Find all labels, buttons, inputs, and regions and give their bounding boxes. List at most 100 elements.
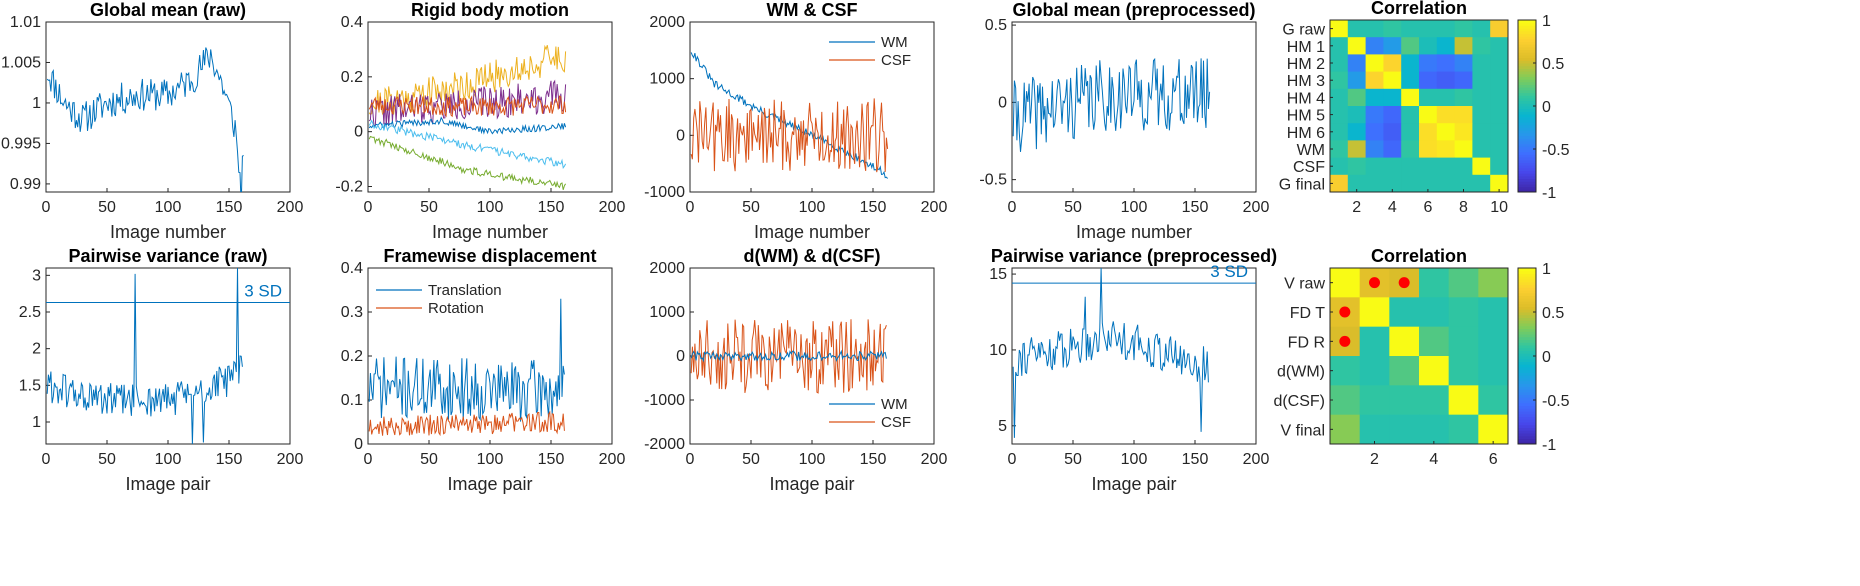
axes-box xyxy=(1329,19,1509,193)
y-tick-label: 15 xyxy=(989,266,1007,283)
panel-p4: Global mean (preprocessed) 0 50 100 150 200 -0… xyxy=(979,0,1269,242)
heatmap-cell xyxy=(1478,356,1509,386)
colorbar-segment xyxy=(1518,350,1536,354)
colorbar-segment xyxy=(1518,386,1536,390)
colorbar-segment xyxy=(1518,375,1536,379)
heatmap-cell xyxy=(1454,106,1473,124)
y-tick-label: 1.5 xyxy=(19,377,41,394)
colorbar-label: 0 xyxy=(1542,349,1551,366)
series-line-3 xyxy=(368,116,567,135)
x-tick-label: 100 xyxy=(1121,451,1148,468)
x-axis-label: Image number xyxy=(432,222,548,242)
heatmap-cell xyxy=(1419,297,1450,328)
colorbar-segment xyxy=(1518,89,1536,94)
y-tick-label: WM xyxy=(1297,142,1325,159)
colorbar-segment xyxy=(1518,97,1536,102)
y-tick-label: HM 6 xyxy=(1287,125,1325,142)
x-axis-label: Image pair xyxy=(125,474,210,494)
colorbar-segment xyxy=(1518,378,1536,382)
heatmap-cell xyxy=(1490,71,1509,90)
x-tick-label: 2 xyxy=(1352,199,1361,216)
colorbar-segment xyxy=(1518,41,1536,45)
colorbar-label: 0 xyxy=(1542,99,1551,116)
heatmap-cell xyxy=(1478,326,1509,357)
heatmap-cell xyxy=(1383,174,1402,193)
colorbar-segment xyxy=(1518,68,1536,72)
colorbar-segment xyxy=(1518,186,1536,190)
x-axis-label: Image number xyxy=(110,222,226,242)
y-tick-label: 1000 xyxy=(649,304,685,321)
series-line-csf xyxy=(690,319,887,394)
heatmap-cell xyxy=(1448,414,1479,445)
colorbar-segment xyxy=(1518,422,1536,426)
y-tick-label: 0.1 xyxy=(341,392,363,409)
heatmap-cell xyxy=(1347,54,1366,72)
heatmap-cell xyxy=(1472,157,1491,176)
x-tick-label: 200 xyxy=(921,199,948,216)
heatmap-cell xyxy=(1478,297,1509,328)
colorbar-label: -0.5 xyxy=(1542,142,1570,159)
x-tick-label: 0 xyxy=(1008,451,1017,468)
heatmap-cell xyxy=(1419,356,1450,386)
x-tick-label: 200 xyxy=(599,199,626,216)
heatmap-cell xyxy=(1401,37,1420,55)
heatmap-cell xyxy=(1454,88,1473,107)
x-axis-label: Image pair xyxy=(1091,474,1176,494)
x-tick-label: 50 xyxy=(742,451,760,468)
colorbar-label: 0.5 xyxy=(1542,305,1564,322)
heatmap-cell xyxy=(1454,37,1473,55)
colorbar-segment xyxy=(1518,135,1536,139)
colorbar-segment xyxy=(1518,81,1536,85)
panel-p1: Global mean (raw) 0 50 100 150 200 0.99 0.995 1 1… xyxy=(1,0,303,242)
heatmap-cell xyxy=(1448,297,1479,328)
colorbar-label: 1 xyxy=(1542,13,1551,30)
colorbar-segment xyxy=(1518,270,1536,274)
colorbar-segment xyxy=(1518,84,1536,88)
x-axis-label: Image pair xyxy=(447,474,532,494)
legend-label: CSF xyxy=(881,52,911,69)
x-tick-label: 50 xyxy=(420,199,438,216)
colorbar-segment xyxy=(1518,441,1536,445)
heatmap-cell xyxy=(1330,37,1349,55)
series-line-translation xyxy=(368,298,565,422)
heatmap-cell xyxy=(1472,174,1491,193)
heatmap-cell xyxy=(1347,20,1366,38)
colorbar-segment xyxy=(1518,167,1536,171)
heatmap-cell xyxy=(1330,54,1349,72)
x-tick-label: 100 xyxy=(1121,199,1148,216)
x-tick-label: 0 xyxy=(1008,199,1017,216)
colorbar-segment xyxy=(1518,151,1536,155)
heatmap-cell xyxy=(1454,157,1473,176)
colorbar-segment xyxy=(1518,408,1536,412)
plot-area xyxy=(368,44,567,190)
heatmap-cell xyxy=(1419,37,1438,55)
colorbar-segment xyxy=(1518,325,1536,329)
colorbar-segment xyxy=(1518,369,1536,373)
colorbar-segment xyxy=(1518,314,1536,318)
heatmap-cell xyxy=(1448,268,1479,298)
significance-marker xyxy=(1369,277,1380,289)
heatmap-cell xyxy=(1330,174,1349,193)
colorbar-segment xyxy=(1518,111,1536,115)
y-tick-label: 2 xyxy=(32,341,41,358)
colorbar-segment xyxy=(1518,303,1536,307)
colorbar-segment xyxy=(1518,157,1536,161)
colorbar-segment xyxy=(1518,52,1536,56)
heatmap-cell xyxy=(1419,71,1438,90)
x-tick-label: 8 xyxy=(1459,199,1468,216)
colorbar-segment xyxy=(1518,79,1536,83)
panel-title: Pairwise variance (raw) xyxy=(68,246,267,266)
colorbar-segment xyxy=(1518,413,1536,417)
plot-area xyxy=(46,268,243,444)
colorbar-segment xyxy=(1518,165,1536,169)
legend-label: Translation xyxy=(428,282,502,299)
colorbar-segment xyxy=(1518,435,1536,439)
heatmap-cell xyxy=(1365,20,1384,38)
heatmap-cell xyxy=(1359,326,1390,357)
series-line-wm xyxy=(690,349,887,363)
x-tick-label: 50 xyxy=(1064,451,1082,468)
heatmap-cell xyxy=(1419,268,1450,298)
x-tick-label: 50 xyxy=(1064,199,1082,216)
heatmap-cell xyxy=(1472,54,1491,72)
